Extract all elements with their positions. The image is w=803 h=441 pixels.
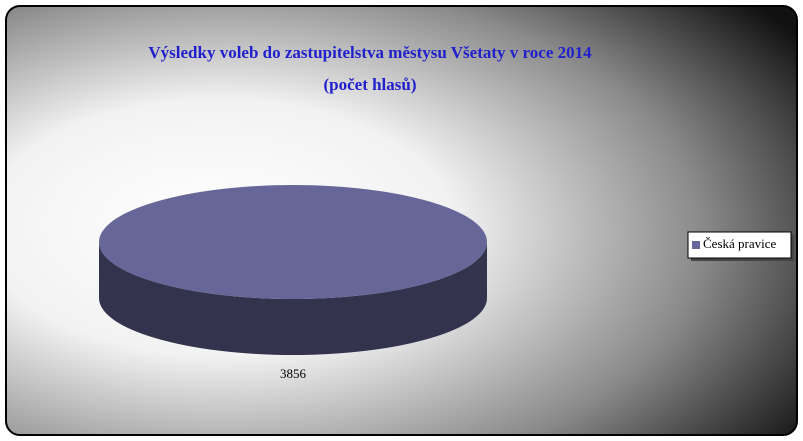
chart-subtitle: (počet hlasů) [323, 75, 416, 94]
data-label: 3856 [280, 366, 307, 381]
legend-box [687, 231, 792, 259]
pie-slice [99, 185, 487, 299]
chart-title: Výsledky voleb do zastupitelstva městysu… [148, 43, 592, 62]
pie-side [99, 242, 487, 355]
legend: Česká pravice [687, 231, 794, 261]
legend-swatch [692, 241, 700, 249]
legend-label: Česká pravice [703, 236, 777, 251]
